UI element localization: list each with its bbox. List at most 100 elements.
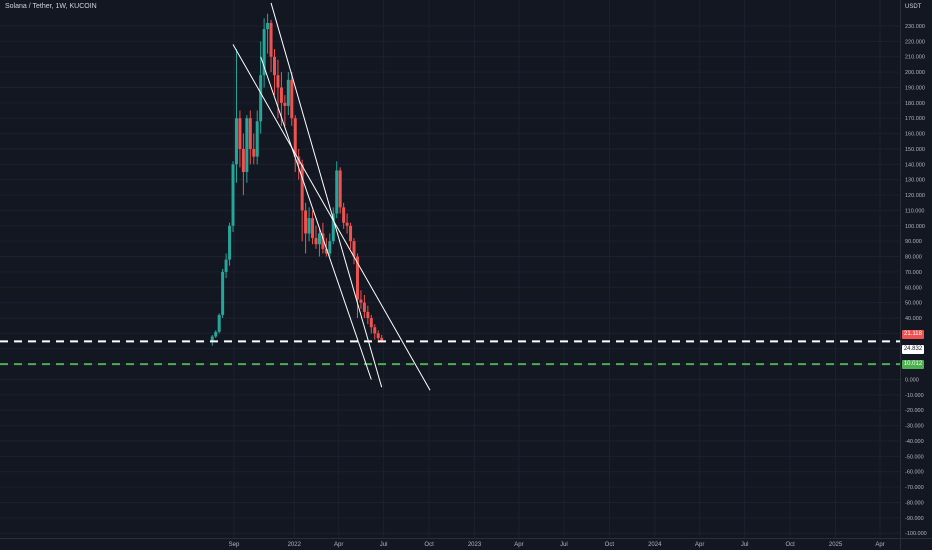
y-tick-label: 70.000 bbox=[905, 270, 922, 276]
candle-body bbox=[210, 336, 214, 342]
candle-body bbox=[369, 318, 373, 328]
x-tick-label: Oct bbox=[424, 542, 434, 548]
y-tick-label: -50.000 bbox=[905, 454, 924, 460]
trendline bbox=[260, 56, 372, 380]
y-tick-label: 200.000 bbox=[905, 70, 925, 76]
candle-body bbox=[248, 118, 252, 149]
candle-body bbox=[283, 102, 287, 106]
y-tick-label: 130.000 bbox=[905, 178, 925, 184]
y-tick-label: 210.000 bbox=[905, 55, 925, 61]
y-tick-label: 90.000 bbox=[905, 239, 922, 245]
candle-body bbox=[217, 314, 221, 332]
candle-body bbox=[380, 338, 384, 342]
x-tick-label: Apr bbox=[334, 542, 343, 548]
x-tick-label: Apr bbox=[695, 542, 704, 548]
y-tick-label: 220.000 bbox=[905, 39, 925, 45]
x-tick-label: 2025 bbox=[829, 542, 843, 548]
candle-body bbox=[355, 256, 359, 300]
candle-body bbox=[349, 225, 353, 242]
candle-body bbox=[324, 248, 328, 254]
y-tick-label: 230.000 bbox=[905, 24, 925, 30]
candle-body bbox=[241, 148, 245, 173]
x-tick-label: 2024 bbox=[648, 542, 662, 548]
y-tick-label: 120.000 bbox=[905, 193, 925, 199]
candle-body bbox=[293, 118, 297, 157]
current-price-tag: 24.832 bbox=[902, 345, 924, 354]
candle-body bbox=[276, 75, 280, 88]
x-tick-label: 2023 bbox=[468, 542, 482, 548]
currency-label: USDT bbox=[905, 4, 922, 10]
y-tick-label: 80.000 bbox=[905, 255, 922, 261]
candle-body bbox=[345, 222, 349, 226]
candle-body bbox=[238, 118, 242, 149]
candle-body bbox=[366, 311, 370, 319]
candle-body bbox=[307, 218, 311, 234]
y-tick-label: 110.000 bbox=[905, 208, 924, 214]
x-tick-label: Jul bbox=[741, 542, 749, 548]
candle-body bbox=[328, 241, 332, 254]
candle-body bbox=[245, 118, 249, 173]
candle-body bbox=[231, 164, 235, 226]
x-tick-label: Apr bbox=[514, 542, 523, 548]
candle-body bbox=[269, 22, 273, 57]
candle-body bbox=[352, 241, 356, 257]
y-tick-label: 170.000 bbox=[905, 116, 925, 122]
candle-body bbox=[255, 121, 259, 157]
candle-body bbox=[338, 170, 342, 208]
y-tick-label: -10.000 bbox=[905, 393, 924, 399]
candle-body bbox=[331, 213, 335, 242]
x-tick-label: Oct bbox=[785, 542, 795, 548]
candle-body bbox=[314, 238, 318, 245]
candle-body bbox=[362, 302, 366, 312]
candle-body bbox=[279, 87, 283, 103]
y-tick-label: -100.000 bbox=[905, 531, 927, 537]
y-tick-label: 60.000 bbox=[905, 285, 922, 291]
y-tick-label: 100.000 bbox=[905, 224, 925, 230]
y-tick-label: -70.000 bbox=[905, 485, 924, 491]
y-tick-label: 50.000 bbox=[905, 301, 922, 307]
x-tick-label: Jul bbox=[560, 542, 568, 548]
candle-body bbox=[311, 218, 315, 239]
trendline bbox=[232, 44, 431, 391]
candle-body bbox=[228, 225, 232, 260]
candle-body bbox=[221, 271, 225, 315]
green-price-tag: 10.012 bbox=[902, 360, 924, 369]
candle-body bbox=[321, 233, 325, 249]
y-tick-label: 150.000 bbox=[905, 147, 925, 153]
y-tick-label: 180.000 bbox=[905, 101, 925, 107]
y-tick-label: -60.000 bbox=[905, 470, 924, 476]
y-tick-label: -40.000 bbox=[905, 439, 924, 445]
candle-body bbox=[300, 164, 304, 211]
y-tick-label: 140.000 bbox=[905, 162, 925, 168]
x-tick-label: Oct bbox=[605, 542, 615, 548]
candle-body bbox=[290, 79, 294, 119]
candle-body bbox=[266, 22, 270, 30]
candle-body bbox=[304, 210, 308, 234]
candle-body bbox=[252, 148, 256, 157]
y-tick-label: 190.000 bbox=[905, 85, 925, 91]
y-tick-label: -90.000 bbox=[905, 516, 924, 522]
x-tick-label: Sep bbox=[229, 542, 240, 548]
symbol-title: Solana / Tether, 1W, KUCOIN bbox=[5, 3, 97, 10]
trendline bbox=[270, 2, 383, 388]
candle-body bbox=[317, 233, 321, 245]
candle-body bbox=[335, 170, 339, 214]
x-tick-label: 2022 bbox=[288, 542, 302, 548]
candle-body bbox=[373, 327, 377, 334]
candle-body bbox=[224, 259, 228, 272]
x-tick-label: Jul bbox=[380, 542, 388, 548]
candle-body bbox=[214, 331, 218, 337]
y-tick-label: 160.000 bbox=[905, 132, 925, 138]
candle-body bbox=[359, 299, 363, 303]
candle-body bbox=[262, 29, 266, 76]
candle-body bbox=[286, 79, 290, 106]
y-tick-label: -80.000 bbox=[905, 500, 924, 506]
candle-body bbox=[259, 75, 263, 122]
candle-body bbox=[272, 56, 276, 76]
candle-body bbox=[376, 333, 380, 339]
red-price-tag: 21.118 bbox=[902, 330, 924, 339]
x-tick-label: Apr bbox=[875, 542, 884, 548]
y-tick-label: 40.000 bbox=[905, 316, 922, 322]
